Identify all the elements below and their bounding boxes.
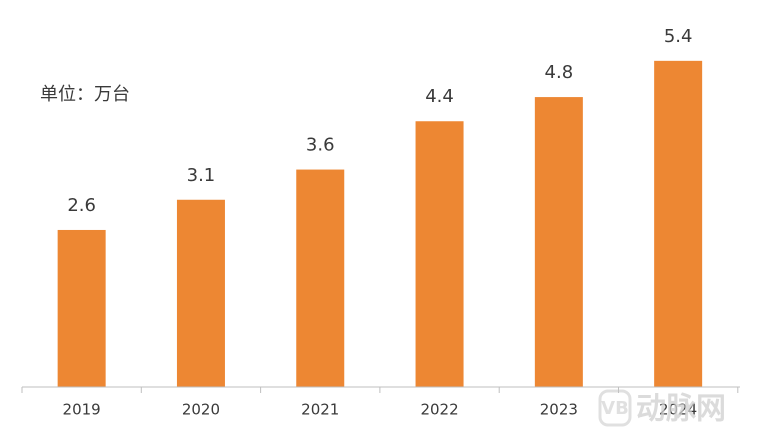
bar <box>57 229 106 387</box>
x-tick-label: 2020 <box>182 401 220 419</box>
watermark-logo: VB <box>598 389 632 427</box>
x-tick-label: 2019 <box>63 401 101 419</box>
bar <box>415 121 464 388</box>
watermark: 动脉网 <box>636 392 726 427</box>
value-label: 2.6 <box>67 195 96 216</box>
x-tick-label: 2023 <box>540 401 578 419</box>
svg-text:VB: VB <box>601 398 629 419</box>
x-tick-label: 2021 <box>301 401 339 419</box>
value-label: 4.4 <box>425 86 454 107</box>
value-label: 3.1 <box>187 165 216 186</box>
bar <box>534 97 583 387</box>
x-tick-label: 2024 <box>659 401 697 419</box>
unit-annotation: 单位：万台 <box>40 84 130 105</box>
x-tick-label: 2022 <box>420 401 458 419</box>
bar <box>296 169 345 387</box>
value-label: 3.6 <box>306 135 335 156</box>
bar <box>176 199 225 387</box>
bar <box>654 60 703 388</box>
value-label: 5.4 <box>664 26 693 47</box>
value-label: 4.8 <box>545 62 574 83</box>
